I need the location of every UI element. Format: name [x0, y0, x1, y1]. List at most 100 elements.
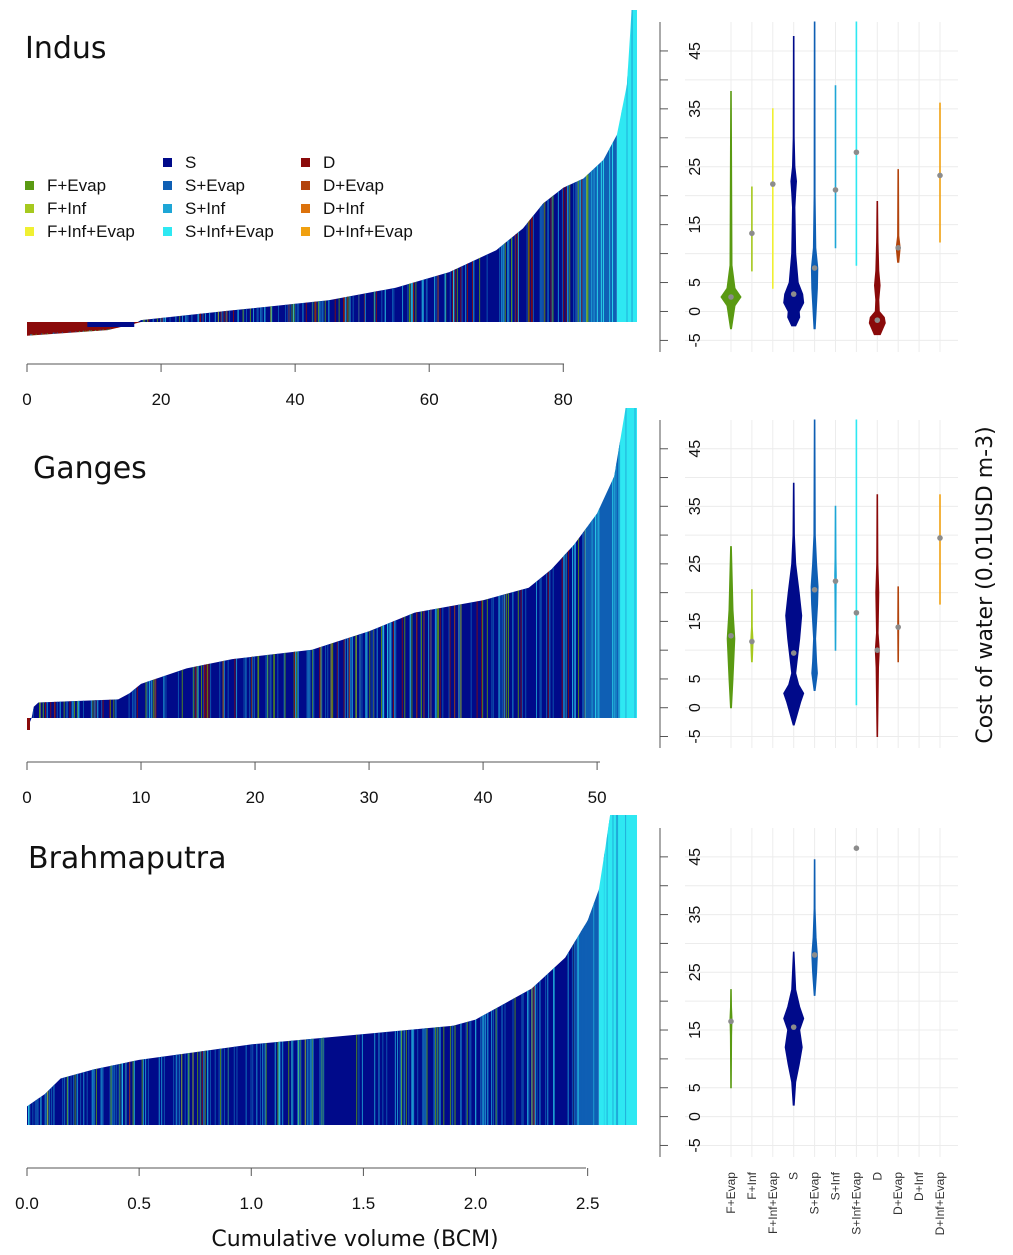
category-label: S+Evap	[808, 1172, 822, 1215]
streak	[314, 10, 316, 336]
violin-s-inf	[832, 85, 839, 249]
median-dot	[853, 609, 860, 616]
category-label: S	[787, 1172, 801, 1180]
streak	[632, 10, 634, 336]
streak	[512, 408, 514, 730]
streak	[517, 408, 519, 730]
streak	[330, 408, 332, 730]
streak	[423, 815, 425, 1125]
legend-label: D+Evap	[323, 176, 384, 195]
y-tick-label: 45	[687, 440, 704, 458]
streak	[322, 815, 324, 1125]
x-axis: 0.0 0.5 1.0 1.5 2.0 2.5	[15, 1167, 599, 1213]
streak	[319, 408, 321, 730]
streak	[484, 815, 486, 1125]
streak	[479, 10, 481, 336]
streak	[425, 815, 427, 1125]
streak	[288, 815, 290, 1125]
x-axis: 0 20 40 60 80	[22, 363, 573, 409]
streak	[253, 408, 255, 730]
streak	[296, 10, 298, 336]
streak	[421, 10, 423, 336]
category-label: D	[870, 1172, 884, 1181]
streak	[527, 815, 529, 1125]
streak	[407, 10, 409, 336]
streak	[420, 408, 422, 730]
violin-chart-ganges: 45 35 25 15 5 0 -5	[659, 419, 958, 748]
streak	[182, 10, 184, 336]
violin-f-evap	[720, 91, 742, 330]
streak	[282, 815, 284, 1125]
streak	[411, 10, 413, 336]
y-tick-label: -5	[687, 1138, 704, 1152]
streak	[257, 408, 259, 730]
legend-label: F+Inf+Evap	[47, 222, 135, 241]
legend-label: S	[185, 153, 196, 172]
streak	[553, 815, 555, 1125]
streak	[586, 10, 588, 336]
violin-s-inf	[832, 505, 839, 651]
streak	[417, 815, 419, 1125]
violin-s	[783, 36, 805, 327]
streak	[544, 10, 546, 336]
median-dot	[790, 1024, 797, 1030]
streak	[511, 10, 513, 336]
streak	[264, 10, 266, 336]
streak	[547, 10, 549, 336]
streak	[574, 408, 576, 730]
streak	[536, 815, 538, 1125]
streak	[137, 10, 139, 336]
category-label: D+Evap	[891, 1172, 905, 1215]
streak	[522, 815, 524, 1125]
streak	[312, 408, 314, 730]
streak	[633, 815, 635, 1125]
streak	[200, 408, 202, 730]
streak	[435, 408, 437, 730]
streak	[243, 408, 245, 730]
streak	[547, 408, 549, 730]
streak	[137, 10, 139, 336]
streak	[306, 408, 308, 730]
streak	[439, 408, 441, 730]
streak	[181, 408, 183, 730]
streak	[516, 10, 518, 336]
legend-label: S+Inf+Evap	[185, 222, 274, 241]
streak	[387, 408, 389, 730]
streak	[295, 408, 297, 730]
streak	[165, 408, 167, 730]
median-dot	[790, 291, 797, 297]
streak	[299, 815, 301, 1125]
streak	[616, 815, 618, 1125]
x-tick-label: 40	[474, 788, 493, 807]
chart-title: Ganges	[33, 451, 147, 486]
streak	[412, 10, 414, 336]
streak	[219, 408, 221, 730]
streak	[388, 408, 390, 730]
streak	[541, 10, 543, 336]
x-tick-label: 0	[22, 390, 31, 409]
streak	[369, 408, 371, 730]
median-dot	[895, 244, 901, 251]
streak	[549, 408, 551, 730]
streak	[469, 815, 471, 1125]
y-axis-title: Cost of water (0.01USD m-3)	[973, 426, 998, 743]
streak	[109, 10, 111, 336]
streak	[270, 10, 272, 336]
streak	[581, 10, 583, 336]
streak	[421, 815, 423, 1125]
streak	[590, 408, 592, 730]
streak	[378, 815, 380, 1125]
streak	[376, 408, 378, 730]
streak	[298, 10, 300, 336]
streak	[336, 408, 338, 730]
y-tick-label: 35	[687, 906, 704, 924]
streak	[425, 10, 427, 336]
streak	[267, 408, 269, 730]
streak	[397, 815, 399, 1125]
y-tick-label: 15	[687, 612, 704, 630]
streak	[337, 408, 339, 730]
streak	[317, 10, 319, 336]
streak	[207, 408, 209, 730]
x-tick-label: 30	[360, 788, 379, 807]
streak	[394, 408, 396, 730]
